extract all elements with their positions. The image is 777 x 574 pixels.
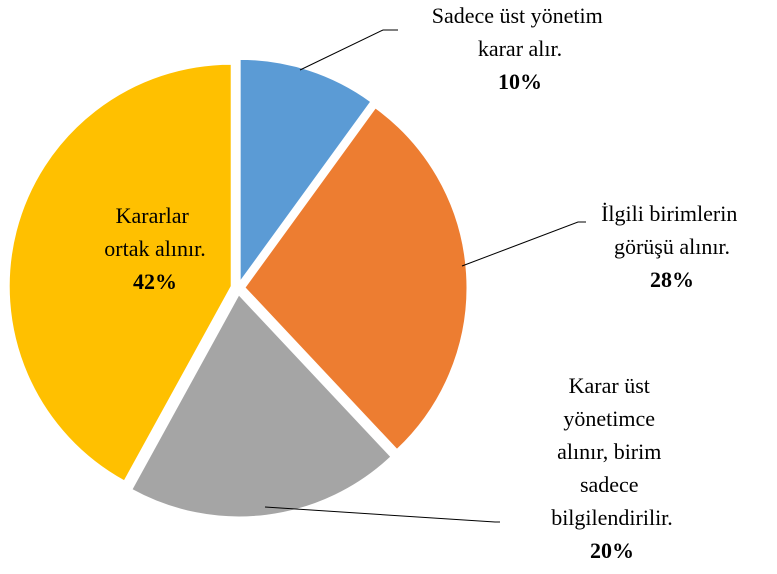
slice-label: Sadece üst yönetim karar alır. [432, 3, 609, 61]
leader-line [299, 29, 398, 71]
value-label: 20% [590, 538, 634, 563]
pie-slice [244, 107, 468, 451]
pie-slice [8, 63, 232, 482]
leader-line [264, 506, 500, 523]
slice-label: İlgili birimlerin görüşü alınır. [601, 201, 743, 259]
leader-line [461, 221, 586, 267]
value-label: 10% [498, 69, 542, 94]
pie-slice [131, 294, 392, 518]
slice-label: Karar üst yönetimce alınır, birim sadece… [551, 373, 673, 530]
pie-slice [239, 58, 372, 283]
value-label: 28% [650, 267, 694, 292]
value-label: 42% [133, 269, 177, 294]
slice-label: Kararlar ortak alınır. [104, 203, 205, 261]
